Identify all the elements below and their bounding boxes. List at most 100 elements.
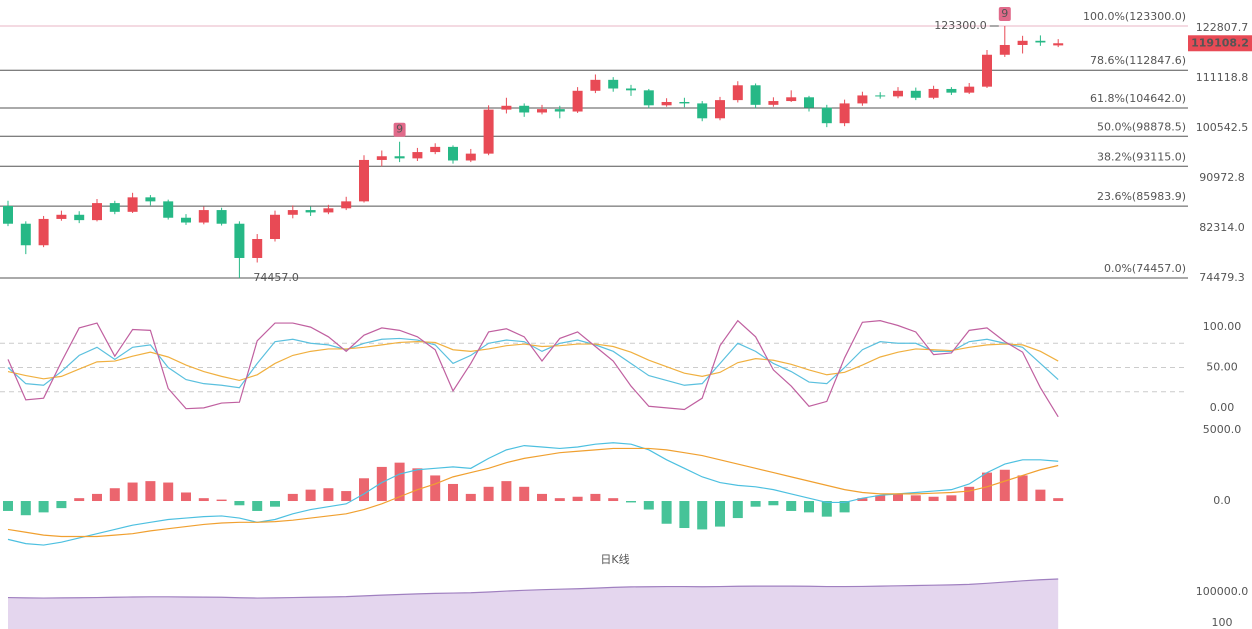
candle-body bbox=[999, 44, 1010, 55]
candle-body bbox=[821, 107, 832, 124]
candle-body bbox=[839, 103, 850, 124]
histogram-bar bbox=[572, 496, 583, 502]
histogram-bar bbox=[946, 495, 957, 502]
y-tick-label: 122807.7 bbox=[1196, 21, 1249, 34]
histogram-bar bbox=[750, 501, 761, 507]
candle-body bbox=[74, 214, 85, 221]
candle-body bbox=[394, 156, 405, 159]
histogram-bar bbox=[74, 498, 85, 502]
histogram-bar bbox=[1035, 489, 1046, 502]
candle-body bbox=[697, 103, 708, 119]
y-tick-label: 74479.3 bbox=[1199, 271, 1245, 284]
candle-body bbox=[804, 97, 814, 108]
histogram-bar bbox=[590, 493, 601, 502]
histogram-bar bbox=[198, 498, 209, 502]
candle-body bbox=[1017, 40, 1028, 45]
candle-body bbox=[661, 101, 672, 106]
candle-body bbox=[163, 201, 174, 218]
histogram-bar bbox=[145, 481, 156, 502]
y-tick-label: 90972.8 bbox=[1199, 171, 1245, 184]
histogram-bar bbox=[804, 501, 814, 513]
candle-body bbox=[964, 86, 975, 93]
histogram-bar bbox=[305, 489, 316, 502]
candle-body bbox=[127, 197, 138, 212]
histogram-bar bbox=[323, 488, 334, 502]
candle-body bbox=[857, 95, 868, 104]
candle-body bbox=[626, 88, 636, 91]
candle-body bbox=[554, 109, 565, 112]
y-tick-label: 82314.0 bbox=[1199, 221, 1245, 234]
histogram-bar bbox=[857, 498, 868, 502]
series-line bbox=[7, 341, 1059, 382]
histogram-bar bbox=[697, 501, 708, 530]
candle-body bbox=[92, 203, 102, 221]
histogram-bar bbox=[181, 492, 191, 502]
fib-label: 0.0%(74457.0) bbox=[1104, 262, 1186, 275]
candle-body bbox=[537, 109, 547, 113]
candle-body bbox=[590, 79, 601, 91]
series-line bbox=[7, 447, 1059, 538]
last-price-tag bbox=[1188, 35, 1252, 52]
y-tick-label: 50.00 bbox=[1206, 361, 1238, 374]
candle-body bbox=[198, 210, 209, 223]
candle-body bbox=[1035, 40, 1046, 43]
histogram-bar bbox=[715, 501, 725, 527]
histogram-bar bbox=[626, 501, 636, 503]
histogram-bar bbox=[92, 493, 102, 502]
watermark: 日K线 bbox=[600, 552, 629, 566]
histogram-bar bbox=[448, 483, 458, 502]
candle-body bbox=[519, 105, 530, 113]
histogram-bar bbox=[910, 495, 921, 502]
signal-marker bbox=[998, 6, 1011, 21]
histogram-bar bbox=[537, 493, 547, 502]
histogram-bar bbox=[3, 501, 13, 511]
histogram-bar bbox=[768, 501, 779, 506]
signal-label: 9 bbox=[1001, 7, 1008, 20]
fib-label: 23.6%(85983.9) bbox=[1097, 190, 1186, 203]
candle-body bbox=[750, 85, 761, 105]
histogram-bar bbox=[554, 498, 565, 502]
candle-body bbox=[270, 214, 280, 240]
signal-label: 9 bbox=[396, 123, 403, 136]
candle-body bbox=[715, 100, 725, 119]
candle-body bbox=[643, 90, 654, 106]
histogram-bar bbox=[252, 501, 263, 511]
fib-label: 50.0%(98878.5) bbox=[1097, 120, 1186, 133]
histogram-bar bbox=[501, 481, 512, 502]
histogram-bar bbox=[679, 501, 690, 529]
histogram-bar bbox=[821, 501, 832, 517]
histogram-bar bbox=[519, 486, 530, 502]
candle-body bbox=[145, 197, 156, 202]
y-tick-label: 0.00 bbox=[1210, 401, 1235, 414]
candle-body bbox=[216, 210, 227, 224]
candle-body bbox=[893, 90, 903, 97]
candle-body bbox=[982, 54, 992, 87]
candle-body bbox=[786, 97, 797, 102]
candle-body bbox=[946, 88, 957, 93]
area-fill bbox=[8, 578, 1059, 629]
y-tick-label: 0.0 bbox=[1213, 494, 1231, 507]
histogram-bar bbox=[430, 475, 441, 502]
histogram-bar bbox=[1017, 475, 1028, 502]
histogram-bar bbox=[893, 493, 903, 502]
candle-body bbox=[109, 203, 120, 212]
fib-label: 100.0%(123300.0) bbox=[1083, 10, 1186, 23]
histogram-bar bbox=[20, 501, 31, 516]
histogram-bar bbox=[38, 501, 49, 513]
histogram-bar bbox=[376, 466, 387, 502]
y-tick-label: 100542.5 bbox=[1196, 121, 1249, 134]
candle-body bbox=[359, 159, 369, 202]
candle-body bbox=[910, 90, 921, 98]
histogram-bar bbox=[661, 501, 672, 524]
histogram-bar bbox=[341, 491, 352, 502]
candle-body bbox=[501, 105, 512, 110]
candle-body bbox=[3, 205, 13, 224]
candle-body bbox=[608, 79, 619, 89]
candle-body bbox=[252, 239, 263, 258]
histogram-bar bbox=[732, 501, 743, 519]
candle-body bbox=[1053, 43, 1064, 46]
histogram-bar bbox=[109, 488, 120, 502]
candle-body bbox=[341, 201, 352, 209]
